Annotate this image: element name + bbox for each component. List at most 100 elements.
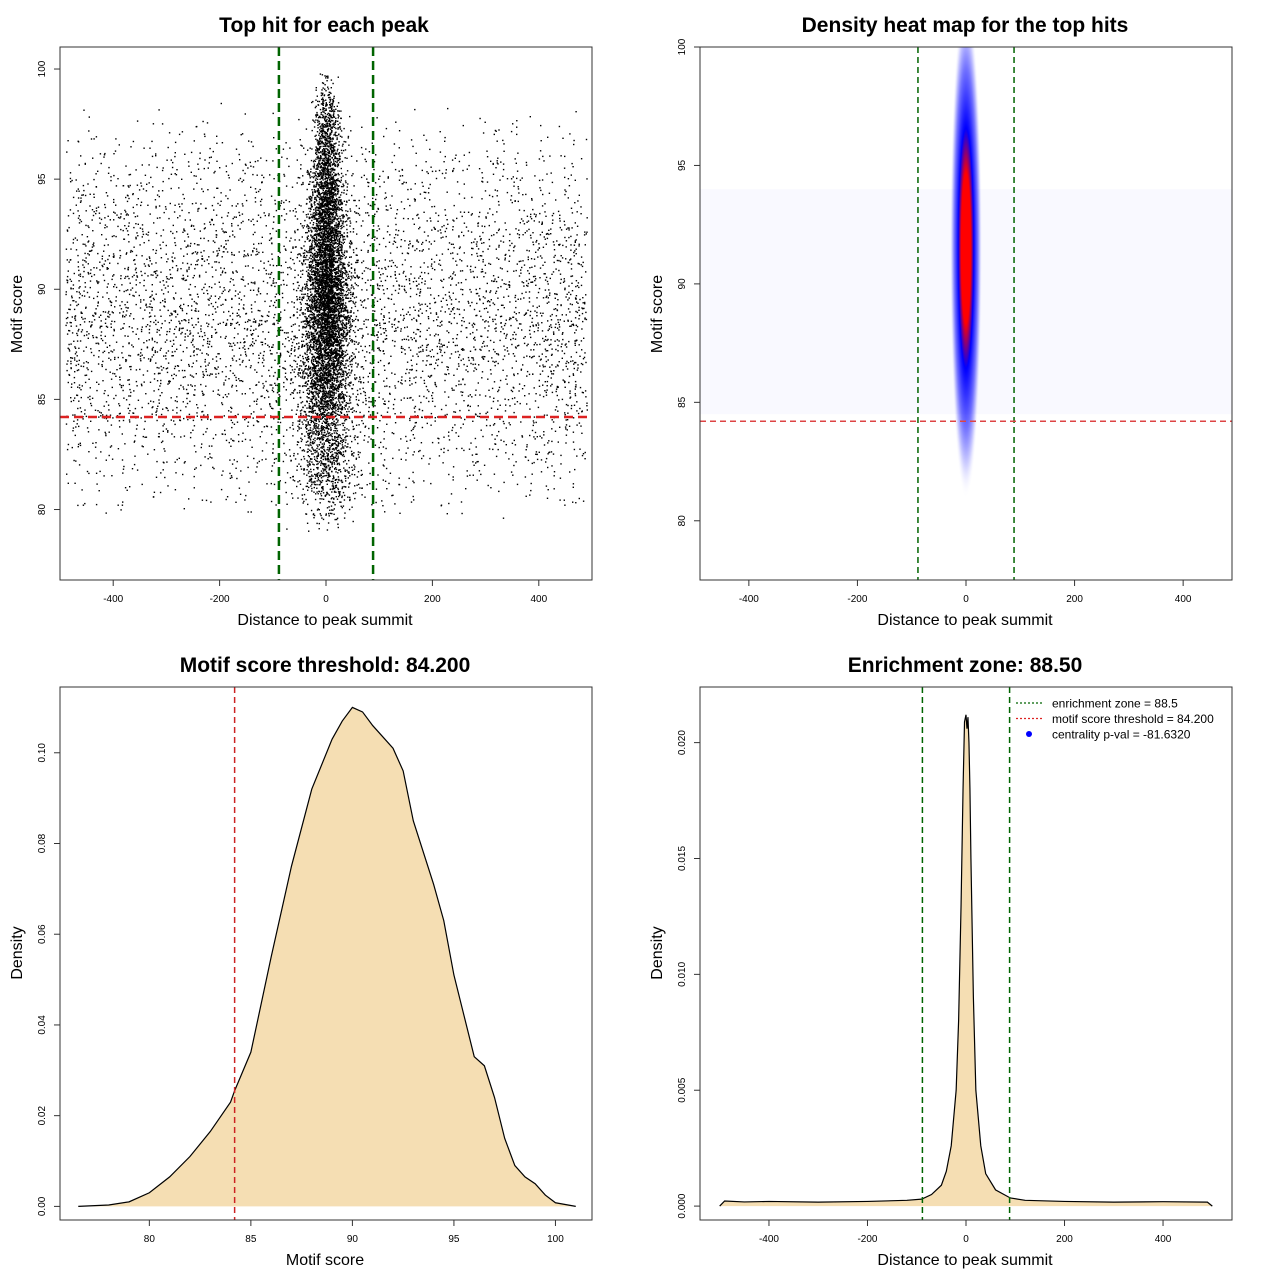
scatter-point xyxy=(455,403,457,405)
scatter-point xyxy=(136,276,139,278)
scatter-point xyxy=(537,322,539,324)
scatter-point xyxy=(353,353,355,355)
scatter-point xyxy=(79,293,81,295)
scatter-point xyxy=(444,391,446,393)
scatter-point xyxy=(574,361,576,364)
scatter-point xyxy=(584,352,586,354)
scatter-point xyxy=(114,283,116,286)
scatter-point xyxy=(521,177,523,179)
scatter-point xyxy=(531,462,533,465)
scatter-point xyxy=(452,338,454,340)
scatter-point xyxy=(149,325,151,327)
scatter-point xyxy=(550,324,552,326)
scatter-point xyxy=(261,344,264,346)
scatter-point xyxy=(575,111,577,113)
scatter-point xyxy=(156,217,159,219)
scatter-point xyxy=(260,157,262,159)
scatter-point xyxy=(525,193,527,196)
scatter-point xyxy=(262,251,264,253)
scatter-point xyxy=(342,461,345,463)
scatter-point xyxy=(125,289,127,292)
scatter-point xyxy=(88,254,90,256)
scatter-point xyxy=(111,278,113,281)
scatter-point xyxy=(275,230,278,232)
scatter-point xyxy=(550,339,552,341)
scatter-point xyxy=(512,337,514,340)
scatter-point xyxy=(569,390,571,392)
scatter-point xyxy=(525,164,528,166)
scatter-point xyxy=(302,286,304,289)
scatter-point xyxy=(442,297,444,300)
scatter-point xyxy=(240,354,242,356)
scatter-point xyxy=(238,179,240,181)
scatter-point xyxy=(272,227,274,230)
scatter-point xyxy=(211,219,213,222)
scatter-point xyxy=(578,314,581,317)
scatter-point xyxy=(385,209,388,211)
scatter-point xyxy=(237,321,239,324)
scatter-point xyxy=(285,231,288,233)
scatter-point xyxy=(270,384,273,386)
scatter-point xyxy=(390,275,392,278)
scatter-point xyxy=(446,191,448,193)
scatter-point xyxy=(156,341,158,344)
scatter-point xyxy=(537,327,539,329)
scatter-point xyxy=(461,293,464,296)
scatter-point xyxy=(114,358,116,360)
scatter-point xyxy=(545,391,547,394)
scatter-point xyxy=(440,310,442,312)
scatter-point xyxy=(516,483,519,486)
scatter-point xyxy=(360,249,363,251)
scatter-point xyxy=(586,409,588,411)
scatter-point xyxy=(189,436,192,439)
scatter-point xyxy=(474,394,477,396)
scatter-point xyxy=(492,320,494,323)
scatter-point xyxy=(231,421,234,424)
scatter-point xyxy=(492,213,494,216)
scatter-point xyxy=(400,328,402,330)
scatter-point xyxy=(97,302,99,304)
scatter-point xyxy=(402,308,404,311)
scatter-point xyxy=(250,281,253,284)
scatter-point xyxy=(551,428,553,430)
scatter-point xyxy=(391,259,393,262)
scatter-point xyxy=(109,344,111,347)
scatter-point xyxy=(519,179,522,181)
scatter-point xyxy=(151,339,154,341)
scatter-point xyxy=(564,386,566,388)
scatter-point xyxy=(231,476,233,479)
scatter-point xyxy=(133,441,135,443)
scatter-point xyxy=(493,133,495,136)
scatter-point xyxy=(261,375,263,377)
scatter-point xyxy=(405,459,407,461)
scatter-point xyxy=(374,381,376,383)
scatter-point xyxy=(108,431,110,433)
scatter-point xyxy=(180,307,182,309)
scatter-point xyxy=(426,389,429,391)
scatter-point xyxy=(113,235,115,237)
scatter-point xyxy=(475,453,477,455)
scatter-point xyxy=(204,404,206,407)
scatter-point xyxy=(168,132,171,134)
scatter-point xyxy=(430,220,432,222)
scatter-point xyxy=(515,269,517,272)
scatter-point xyxy=(171,277,173,279)
scatter-point xyxy=(538,179,541,182)
scatter-point xyxy=(196,353,198,356)
scatter-point xyxy=(75,364,77,367)
scatter-point xyxy=(303,147,305,149)
scatter-point xyxy=(445,404,447,407)
scatter-point xyxy=(188,288,190,290)
scatter-point xyxy=(349,247,351,249)
scatter-point xyxy=(226,215,229,217)
scatter-point xyxy=(193,354,195,357)
scatter-point xyxy=(217,187,219,189)
scatter-point xyxy=(220,102,222,105)
scatter-point xyxy=(275,209,278,212)
scatter-point xyxy=(555,390,557,393)
scatter-point xyxy=(337,164,340,166)
scatter-point xyxy=(528,329,531,332)
scatter-point xyxy=(435,312,438,314)
scatter-point xyxy=(358,276,361,278)
scatter-point xyxy=(141,354,143,356)
